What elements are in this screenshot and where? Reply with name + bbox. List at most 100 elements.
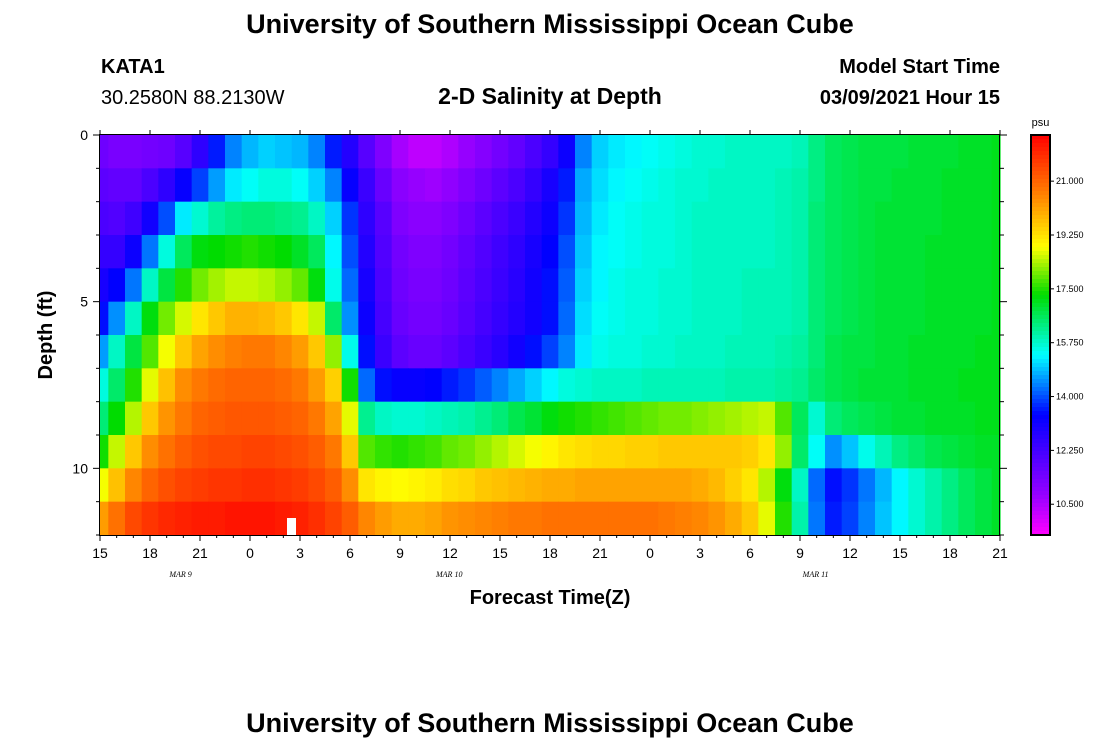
heatmap-cell (808, 301, 826, 336)
colorbar-segment (1031, 391, 1050, 396)
heatmap-cell (658, 335, 676, 369)
heatmap-cell (658, 268, 676, 303)
heatmap-cell (925, 468, 943, 503)
colorbar-segment (1031, 503, 1050, 508)
heatmap-cell (100, 201, 109, 236)
heatmap-cell (225, 401, 243, 436)
heatmap-cell (975, 201, 993, 236)
heatmap-cell (408, 268, 426, 303)
x-tick-label: 9 (796, 545, 804, 561)
heatmap-cell (125, 468, 143, 503)
heatmap-cell (491, 401, 509, 436)
heatmap-cell (741, 468, 759, 503)
heatmap-cell (291, 201, 309, 236)
colorbar-unit: psu (1032, 117, 1050, 129)
heatmap-cell (875, 435, 893, 469)
heatmap-cell (941, 401, 959, 436)
heatmap-cell (475, 301, 493, 336)
heatmap-cell (791, 168, 809, 203)
x-tick-label: 6 (746, 545, 754, 561)
x-tick-label: 12 (842, 545, 858, 561)
heatmap-cell (858, 368, 876, 403)
heatmap-cell (141, 268, 159, 303)
heatmap-cell (891, 201, 909, 236)
heatmap-cell (925, 168, 943, 203)
heatmap-cell (175, 268, 193, 303)
heatmap-cell (991, 168, 1001, 203)
heatmap-cell (125, 235, 143, 269)
heatmap-cell (841, 468, 859, 503)
heatmap-cell (958, 201, 976, 236)
colorbar-segment (1031, 191, 1050, 196)
colorbar-segment (1031, 299, 1050, 304)
heatmap-cell (691, 501, 709, 536)
heatmap-cell (658, 235, 676, 269)
heatmap-cell (691, 368, 709, 403)
colorbar-segment (1031, 531, 1050, 536)
colorbar-segment (1031, 207, 1050, 212)
x-tick-label: 0 (646, 545, 654, 561)
heatmap-cell (241, 235, 259, 269)
x-tick-label: 12 (442, 545, 458, 561)
heatmap-cell (875, 268, 893, 303)
heatmap-cell (258, 235, 276, 269)
heatmap-cell (291, 268, 309, 303)
heatmap-cell (791, 301, 809, 336)
heatmap-cell (641, 401, 659, 436)
heatmap-cell (608, 135, 626, 169)
heatmap-cell (375, 401, 393, 436)
heatmap-cell (258, 401, 276, 436)
heatmap-cell (791, 201, 809, 236)
heatmap-cell (291, 235, 309, 269)
y-axis-title: Depth (ft) (35, 291, 57, 380)
colorbar-segment (1031, 195, 1050, 200)
heatmap-cell (558, 468, 576, 503)
colorbar-segment (1031, 271, 1050, 276)
heatmap-cell (525, 235, 543, 269)
heatmap-cell (525, 401, 543, 436)
heatmap-cell (758, 435, 776, 469)
heatmap-cell (358, 268, 376, 303)
heatmap-cell (125, 135, 143, 169)
heatmap-cell (591, 168, 609, 203)
heatmap-cell (375, 268, 393, 303)
heatmap-cell (891, 501, 909, 536)
heatmap-cell (225, 501, 243, 536)
heatmap-cell (708, 335, 726, 369)
y-axis: 0 5 10 (72, 127, 1007, 536)
heatmap-cell (725, 368, 743, 403)
heatmap-cell (158, 468, 176, 503)
model-start-value: 03/09/2021 Hour 15 (819, 87, 1000, 109)
heatmap-cell (691, 268, 709, 303)
heatmap-cell (575, 201, 593, 236)
heatmap-cell (225, 235, 243, 269)
x-tick-label: 0 (246, 545, 254, 561)
colorbar-segment (1031, 507, 1050, 512)
heatmap-cell (325, 468, 343, 503)
heatmap-cell (691, 468, 709, 503)
heatmap-cell (175, 368, 193, 403)
heatmap-cell (208, 368, 226, 403)
heatmap-cell (975, 235, 993, 269)
heatmap-cell (191, 335, 209, 369)
heatmap-cell (208, 401, 226, 436)
heatmap-cell (541, 468, 559, 503)
colorbar-segment (1031, 491, 1050, 496)
x-date-label: MAR 11 (802, 570, 829, 579)
heatmap-cell (308, 201, 326, 236)
heatmap-cell (891, 401, 909, 436)
colorbar-segment (1031, 235, 1050, 240)
heatmap-cell (525, 435, 543, 469)
colorbar-segment (1031, 295, 1050, 300)
heatmap-cell (291, 168, 309, 203)
colorbar-segment (1031, 163, 1050, 168)
heatmap-cell (425, 468, 443, 503)
heatmap-cell (208, 201, 226, 236)
heatmap-cell (491, 335, 509, 369)
heatmap-cell (358, 135, 376, 169)
heatmap-cell (608, 401, 626, 436)
heatmap-cell (375, 468, 393, 503)
heatmap-cell (391, 401, 409, 436)
colorbar-segment (1031, 475, 1050, 480)
heatmap-cell (125, 368, 143, 403)
